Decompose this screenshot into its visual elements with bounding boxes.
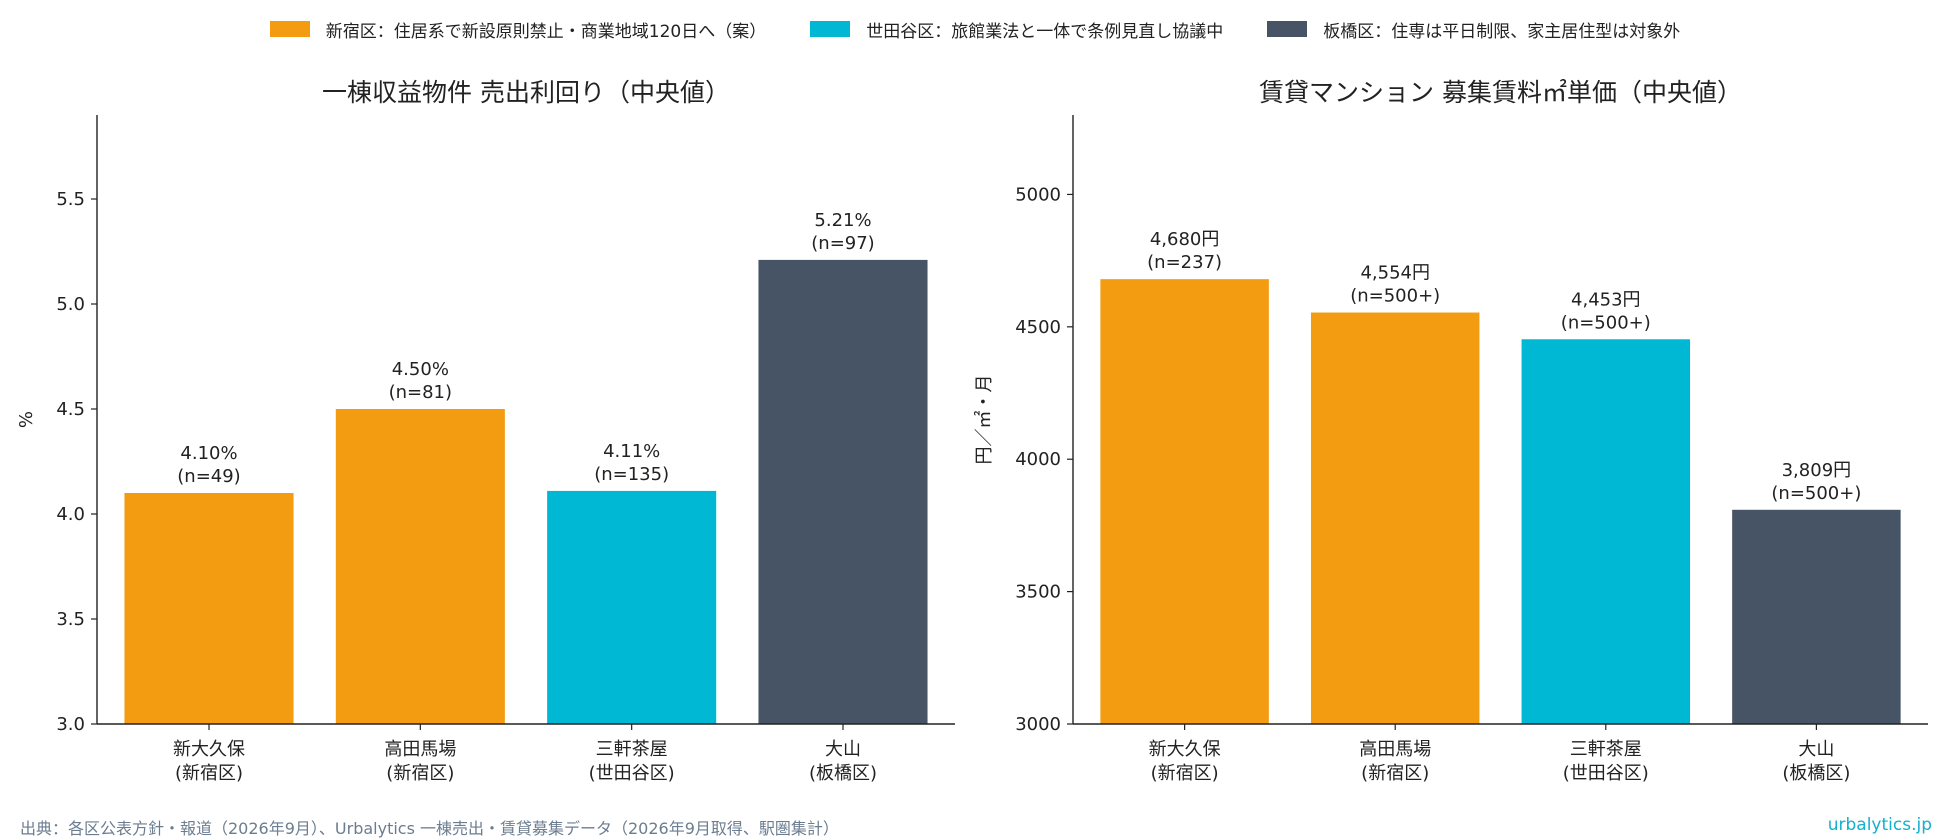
data-label: 4,680円 (1150, 229, 1220, 250)
bar (124, 493, 294, 724)
charts-canvas: 一棟収益物件 売出利回り（中央値）% 4.10%(n=49) 新大久保 (新宿区) 4.… (16, 78, 1928, 784)
bar (1521, 339, 1691, 724)
data-label-count: (n=135) (594, 464, 669, 485)
bar (1310, 312, 1480, 724)
bar (1100, 279, 1269, 724)
y-axis-label: 円／㎡・月 (973, 375, 995, 465)
x-tick-label: 三軒茶屋 (596, 739, 668, 760)
data-label-count: (n=500+) (1771, 483, 1861, 504)
data-label-count: (n=81) (389, 382, 452, 403)
x-tick-label-ward: (板橋区) (1782, 763, 1850, 784)
x-tick-label-ward: (世田谷区) (589, 763, 675, 784)
y-tick-label: 3.0 (56, 714, 85, 735)
legend-item: 板橋区：住専は平日制限、家主居住型は対象外 (1267, 17, 1680, 42)
x-tick-label-ward: (新宿区) (1361, 763, 1429, 784)
data-label-count: (n=237) (1147, 252, 1222, 273)
bar (335, 409, 505, 724)
x-tick-label: 大山 (1798, 739, 1834, 760)
x-tick-label-ward: (新宿区) (1151, 763, 1219, 784)
data-label-count: (n=49) (177, 466, 240, 487)
y-tick-label: 4500 (1015, 317, 1061, 338)
x-tick-label: 大山 (825, 739, 861, 760)
chart-title: 一棟収益物件 売出利回り（中央値） (322, 78, 730, 107)
data-label: 3,809円 (1782, 460, 1852, 481)
legend: 新宿区：住居系で新設原則禁止・商業地域120日へ（案） 世田谷区：旅館業法と一体で… (0, 14, 1950, 44)
y-axis-label: % (16, 411, 37, 428)
x-tick-label-ward: (板橋区) (809, 763, 877, 784)
x-tick-label: 高田馬場 (1359, 739, 1431, 760)
bar (758, 259, 928, 724)
brand-link[interactable]: urbalytics.jp (1827, 815, 1932, 835)
data-label: 4.10% (180, 443, 237, 464)
y-tick-label: 4000 (1015, 449, 1061, 470)
y-tick-label: 3000 (1015, 714, 1061, 735)
legend-swatch (810, 21, 851, 37)
data-label: 4,453円 (1571, 289, 1641, 310)
data-label: 5.21% (814, 210, 871, 231)
y-tick-label: 4.0 (56, 504, 85, 525)
data-label: 4.11% (603, 441, 660, 462)
legend-label: 新宿区：住居系で新設原則禁止・商業地域120日へ（案） (325, 21, 767, 42)
y-tick-label: 3500 (1015, 582, 1061, 603)
bar (1732, 509, 1901, 724)
data-label-count: (n=500+) (1561, 312, 1651, 333)
y-tick-label: 5.5 (56, 189, 85, 210)
data-label: 4,554円 (1360, 263, 1430, 284)
x-tick-label-ward: (世田谷区) (1563, 763, 1649, 784)
legend-swatch (269, 21, 310, 37)
data-label-count: (n=97) (811, 233, 874, 254)
data-label: 4.50% (392, 359, 449, 380)
legend-label: 世田谷区：旅館業法と一体で条例見直し協議中 (866, 21, 1224, 42)
x-tick-label-ward: (新宿区) (386, 763, 454, 784)
legend-item: 世田谷区：旅館業法と一体で条例見直し協議中 (810, 17, 1223, 42)
y-tick-label: 5.0 (56, 294, 85, 315)
x-tick-label: 新大久保 (1149, 739, 1221, 760)
x-tick-label: 三軒茶屋 (1570, 739, 1642, 760)
data-label-count: (n=500+) (1350, 286, 1440, 307)
x-tick-label: 新大久保 (173, 739, 245, 760)
bar (547, 490, 717, 724)
x-tick-label: 高田馬場 (384, 739, 456, 760)
source-note: 出典：各区公表方針・報道（2026年9月）、Urbalytics 一棟売出・賃貸… (20, 819, 839, 838)
y-tick-label: 5000 (1015, 184, 1061, 205)
y-tick-label: 3.5 (56, 609, 85, 630)
chart-title: 賃貸マンション 募集賃料㎡単価（中央値） (1259, 78, 1742, 107)
legend-label: 板橋区：住専は平日制限、家主居住型は対象外 (1323, 21, 1681, 42)
legend-item: 新宿区：住居系で新設原則禁止・商業地域120日へ（案） (269, 17, 767, 42)
x-tick-label-ward: (新宿区) (175, 763, 243, 784)
y-tick-label: 4.5 (56, 399, 85, 420)
legend-swatch (1267, 21, 1308, 37)
